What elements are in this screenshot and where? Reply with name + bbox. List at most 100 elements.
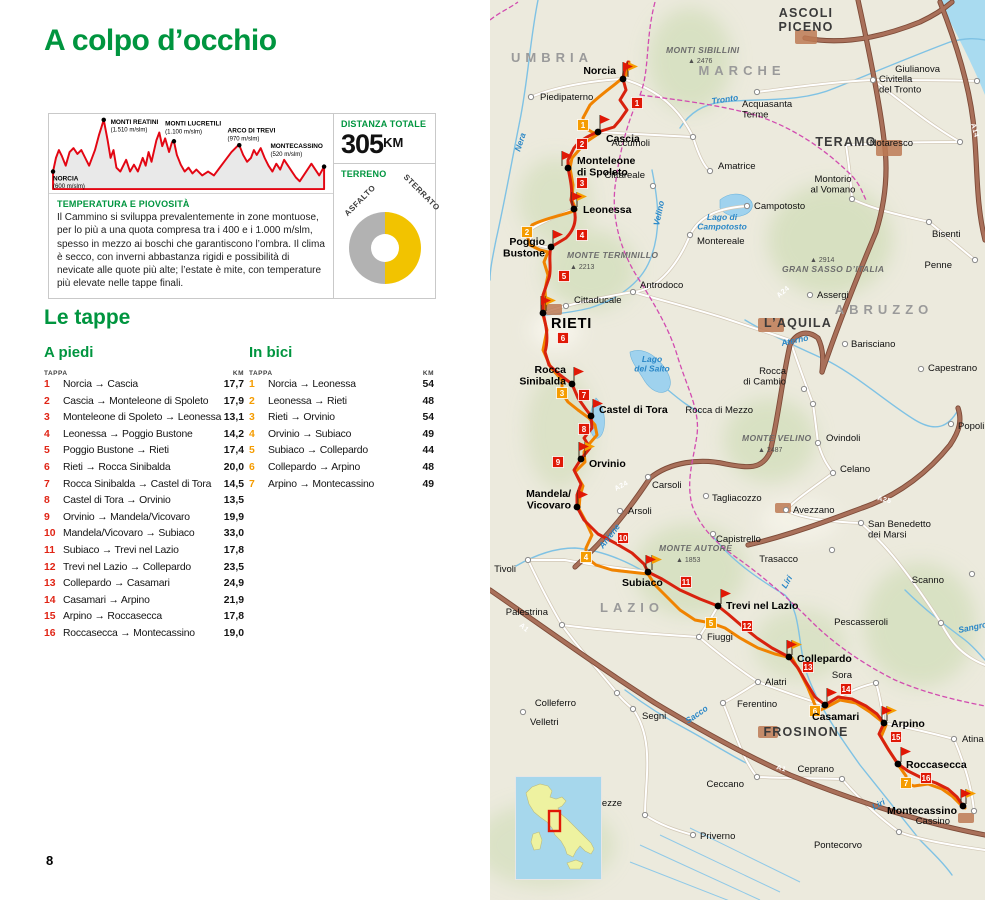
stage-km: 44 [422,445,434,457]
stage-rt: Subiaco → Collepardo [268,445,368,457]
town-label: Capestrano [928,363,977,374]
water-label: Lago del Salto [634,354,669,373]
walk-stage-badge-number: 15 [892,733,901,742]
stage-row: 15 Arpino → Roccasecca 17,8 [44,611,244,628]
walk-stage-flag-icon [579,442,589,451]
bike-stage-flag-icon [585,442,595,451]
town-marker [806,291,814,299]
walk-stage-badge-number: 8 [582,425,587,434]
bike-stage-badge [580,551,592,563]
walk-stage-flag-icon [901,747,911,756]
town-marker [644,473,652,481]
rivers [490,0,985,900]
stage-rt: Orvinio → Mandela/Vicovaro [63,511,190,523]
stage-rt: Casamari → Arpino [63,594,150,606]
urban-areas [546,30,974,823]
walk-stage-badge [576,177,588,189]
route-stop-marker [573,503,581,511]
walk-stage-badge [578,389,590,401]
town-label: Antrodoco [640,280,683,291]
stage-row: 13 Collepardo → Casamari 24,9 [44,578,244,595]
elevation-peak-label: MONTI REATINI [111,119,159,126]
highway-label: A24 [776,285,791,300]
stage-row: 11 Subiaco → Trevi nel Lazio 17,8 [44,545,244,562]
walking-stages-table: A piedi TAPPA KM 1 Norcia → Cascia 17,7 2 Ca… [44,344,244,645]
distance-value: 305KM [341,131,435,158]
stage-row: 3 Monteleone di Spoleto → Leonessa 13,1 [44,412,244,429]
bike-stage-badge-number: 1 [581,121,586,130]
elevation-peak-label: MONTI LUCRETILI [165,121,221,128]
stage-n: 2 [249,395,255,407]
walk-stage-badge-number: 3 [580,179,585,188]
town-marker [971,256,979,264]
town-marker [947,420,955,428]
col-km: KM [422,370,434,377]
town-marker [970,807,978,815]
walk-stage-badge-number: 11 [682,578,691,587]
route-stop-label: Castel di Tora [599,404,668,416]
climate-heading: TEMPERATURA E PIOVOSITÀ [57,199,190,209]
town-label: Tivoli [494,564,516,575]
walk-stage-flag-icon [623,62,633,71]
town-label: Cittaducale [574,295,622,306]
stage-n: 13 [44,578,56,590]
walk-stage-flag-icon [572,192,582,201]
stage-rt: Subiaco → Trevi nel Lazio [63,544,179,556]
town-label: Colleferro [535,698,576,709]
water-label: Tronto [711,92,739,106]
mountain-label: GRAN SASSO D’ITALIA [782,264,884,274]
stage-rt: Collepardo → Casamari [63,578,170,590]
town-label: Pontecorvo [814,840,862,851]
town-marker [706,167,714,175]
walk-stage-flag-icon [574,367,584,376]
stage-km: 14,2 [223,428,244,440]
elevation-peak-label: ARCO DI TREVI [228,128,276,135]
town-marker [629,288,637,296]
terrain-panel: TERRENO ASFALTO STERRATO [334,164,442,298]
elevation-peak-altitude: (1.510 m/slm) [111,128,148,134]
stage-n: 10 [44,528,56,540]
bike-stage-badge-number: 7 [904,779,909,788]
lakes [589,193,753,439]
town-marker [709,530,717,538]
stage-n: 15 [44,611,56,623]
stage-row: 10 Mandela/Vicovaro → Subiaco 33,0 [44,528,244,545]
town-label: Priverno [700,831,735,842]
sardinia-outline [530,831,543,851]
town-label: Scanno [912,575,944,586]
walk-stage-badge-number: 4 [580,231,585,240]
stage-km: 21,9 [223,594,244,606]
route-stop-label: Montecassino [887,805,957,817]
distance-heading: DISTANZA TOTALE [341,119,427,129]
stage-km: 14,5 [223,478,244,490]
town-label: Sora [832,670,853,681]
stage-n: 7 [249,478,255,490]
town-marker [562,302,570,310]
town-label: Accumoli [611,138,650,149]
town-label: Atina [962,734,984,745]
town-marker [950,735,958,743]
stage-rt: Arpino → Montecassino [268,478,375,490]
stage-km: 17,8 [223,611,244,623]
town-label: Bisenti [932,229,961,240]
town-label: Rocca di Mezzo [685,405,753,416]
walk-stage-badge [617,532,629,544]
route-stop-label: Leonessa [583,204,632,216]
mountain-label: MONTE AUTORE [659,543,732,553]
stage-km: 33,0 [223,528,244,540]
bike-stage-badge-number: 6 [813,707,818,716]
stage-km: 20,0 [223,461,244,473]
town-marker [895,828,903,836]
walk-stage-badge-number: 9 [556,458,561,467]
peak-elevation-label: ▲ 2914 [810,257,835,264]
stage-row: 2 Leonessa → Rieti 48 [249,396,434,413]
region-label: UMBRIA [511,50,593,65]
distance-number: 305 [341,129,384,159]
peak-elevation-label: ▲ 2213 [570,264,595,271]
stage-rt: Monteleone di Spoleto → Leonessa [63,412,222,424]
stage-rt: Collepardo → Arpino [268,461,361,473]
route-stop-label: Casamari [812,711,859,723]
stage-rt: Orvinio → Subiaco [268,428,352,440]
water-label: Lago di Campotosto [697,212,747,231]
stage-km: 17,4 [223,445,244,457]
